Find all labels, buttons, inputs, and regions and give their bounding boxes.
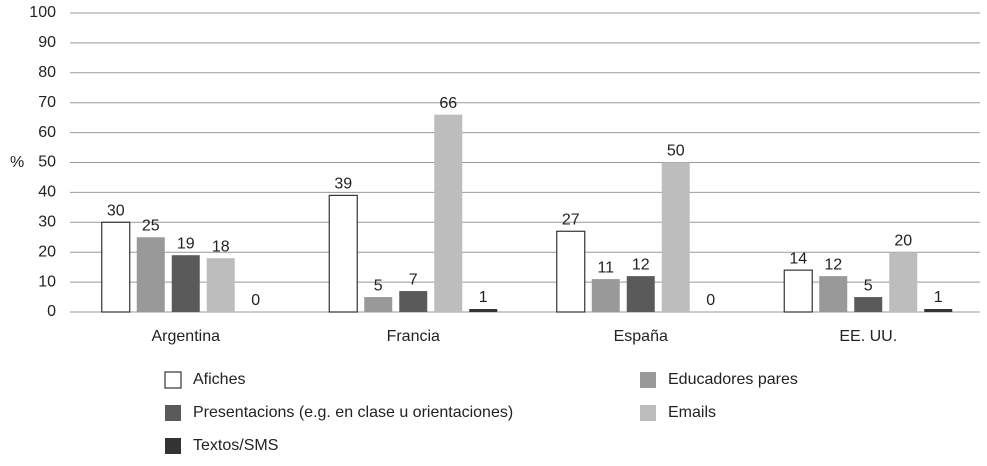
x-tick-label: Argentina xyxy=(152,328,221,345)
bar xyxy=(171,255,200,312)
bar xyxy=(434,114,463,312)
data-label: 12 xyxy=(824,256,842,273)
data-label: 25 xyxy=(142,217,160,234)
data-label: 27 xyxy=(562,211,580,228)
legend-label: Emails xyxy=(668,404,716,421)
bar xyxy=(819,276,848,312)
y-tick-label: 20 xyxy=(38,243,56,260)
bar xyxy=(556,230,586,313)
legend-label: Afiches xyxy=(193,371,245,388)
data-label: 11 xyxy=(597,259,614,276)
data-label: 1 xyxy=(934,289,943,306)
y-tick-label: 30 xyxy=(38,214,56,231)
bar xyxy=(924,309,953,312)
bar xyxy=(854,297,883,312)
data-label: 5 xyxy=(374,277,383,294)
data-label: 0 xyxy=(251,292,260,309)
legend-label: Presentacions (e.g. en clase u orientaci… xyxy=(193,404,513,421)
data-label: 50 xyxy=(667,143,685,160)
data-label: 66 xyxy=(439,95,457,112)
data-label: 5 xyxy=(864,277,873,294)
legend-label: Textos/SMS xyxy=(193,437,278,454)
legend-swatch xyxy=(165,438,181,454)
bar xyxy=(206,258,235,312)
y-tick-label: 90 xyxy=(38,34,56,51)
x-tick-label: Francia xyxy=(387,328,440,345)
legend-swatch xyxy=(165,405,181,421)
y-tick-label: 10 xyxy=(38,273,56,290)
data-label: 20 xyxy=(894,232,912,249)
data-label: 39 xyxy=(334,176,352,193)
y-axis-label: % xyxy=(10,154,24,171)
y-tick-label: 100 xyxy=(29,4,56,21)
bar xyxy=(364,297,393,312)
data-label: 7 xyxy=(409,271,418,288)
bar xyxy=(399,291,428,312)
bar xyxy=(136,237,165,312)
data-label: 18 xyxy=(212,238,230,255)
bar xyxy=(101,221,131,313)
bar xyxy=(469,309,498,312)
bar xyxy=(591,279,620,312)
y-tick-label: 70 xyxy=(38,94,56,111)
legend-swatch xyxy=(640,372,656,388)
data-label: 1 xyxy=(479,289,488,306)
x-tick-label: España xyxy=(614,328,668,345)
legend-label: Educadores pares xyxy=(668,371,798,388)
data-label: 0 xyxy=(706,292,715,309)
y-tick-label: 0 xyxy=(47,303,56,320)
bar xyxy=(661,162,690,312)
bar xyxy=(328,194,358,313)
legend-swatch xyxy=(164,371,182,389)
data-label: 30 xyxy=(107,203,125,220)
y-tick-label: 60 xyxy=(38,124,56,141)
bar xyxy=(626,276,655,312)
y-tick-label: 50 xyxy=(38,154,56,171)
y-tick-label: 80 xyxy=(38,64,56,81)
bar xyxy=(783,269,813,313)
data-label: 14 xyxy=(789,250,807,267)
legend-swatch xyxy=(640,405,656,421)
bar xyxy=(889,252,918,312)
data-label: 19 xyxy=(177,235,195,252)
data-label: 12 xyxy=(632,256,650,273)
y-tick-label: 40 xyxy=(38,184,56,201)
x-tick-label: EE. UU. xyxy=(839,328,897,345)
